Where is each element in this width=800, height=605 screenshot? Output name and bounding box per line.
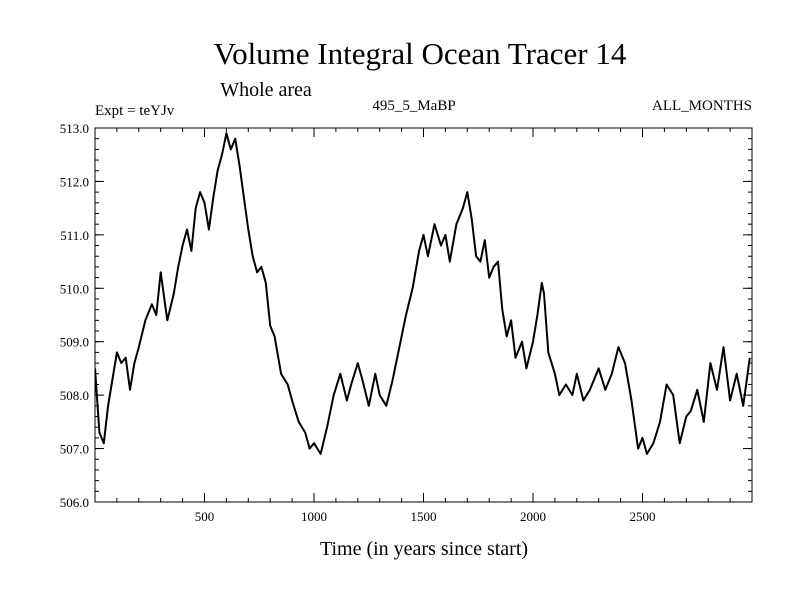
chart-title: Volume Integral Ocean Tracer 14: [214, 36, 627, 71]
y-tick-label: 511.0: [60, 228, 89, 243]
y-tick-label: 510.0: [60, 281, 89, 296]
x-tick-label: 1000: [301, 509, 327, 524]
y-tick-label: 506.0: [60, 495, 89, 510]
chart-subtitle: Whole area: [220, 79, 312, 101]
experiment-label: Expt = teYJv: [95, 103, 175, 119]
x-tick-label: 500: [195, 509, 215, 524]
months-label: ALL_MONTHS: [652, 98, 752, 114]
y-tick-label: 508.0: [60, 388, 89, 403]
period-label: 495_5_MaBP: [372, 98, 455, 114]
plot-frame: [94, 127, 753, 503]
y-tick-label: 509.0: [60, 335, 89, 350]
data-series-line: [95, 132, 751, 455]
y-tick-label: 513.0: [60, 121, 89, 136]
y-tick-label: 512.0: [60, 174, 89, 189]
x-axis-label: Time (in years since start): [320, 538, 528, 560]
x-tick-label: 2500: [630, 509, 656, 524]
x-tick-label: 2000: [520, 509, 546, 524]
x-tick-label: 1500: [411, 509, 437, 524]
plot-area: 500 1000 1500 2000 2500 506.0 507.0 508.0 509.0 5…: [60, 121, 753, 524]
y-tick-label: 507.0: [60, 442, 89, 457]
